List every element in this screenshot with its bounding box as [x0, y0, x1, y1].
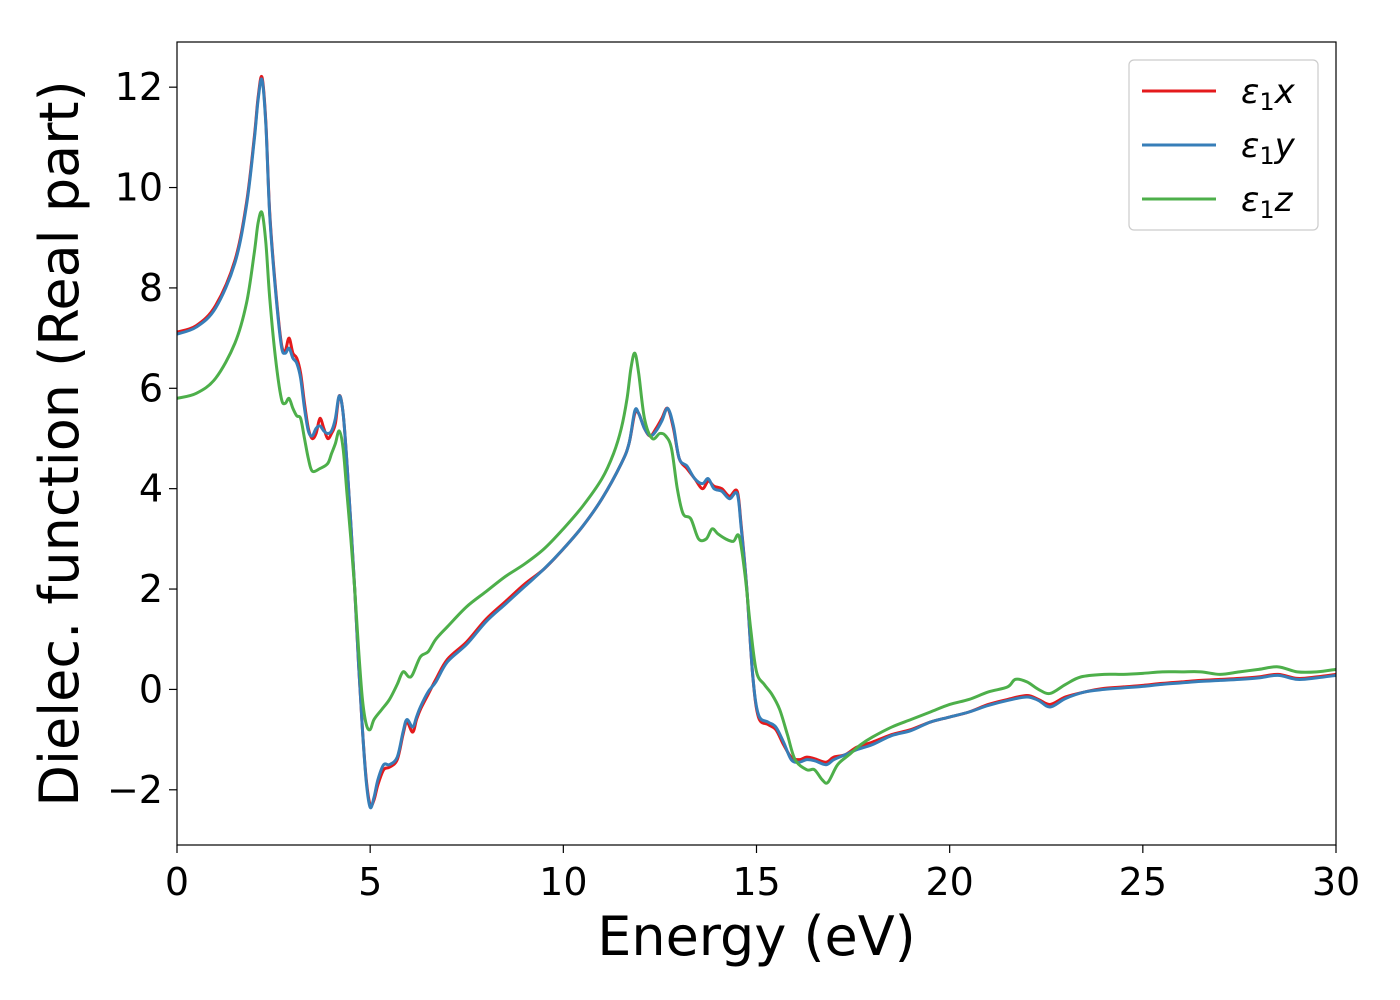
y-axis-title: Dielec. function (Real part)	[28, 80, 91, 806]
x-tick-label: 0	[165, 860, 189, 904]
x-tick-label: 10	[539, 860, 587, 904]
y-tick-label: 8	[139, 266, 163, 310]
legend-subscript: 1	[1259, 88, 1274, 116]
y-tick-label: 2	[139, 567, 163, 611]
x-tick-label: 15	[732, 860, 780, 904]
legend-box	[1128, 59, 1319, 231]
y-tick-label: 6	[139, 366, 163, 410]
legend-subscript: 1	[1259, 196, 1274, 224]
legend-epsilon: ε	[1241, 72, 1259, 112]
legend-epsilon: ε	[1241, 180, 1259, 220]
legend-epsilon: ε	[1241, 126, 1259, 166]
y-tick-label: 0	[139, 667, 163, 711]
legend-axis: y	[1274, 126, 1296, 166]
y-tick-label: −2	[107, 768, 163, 812]
series-line-y	[177, 77, 1336, 810]
legend-axis: z	[1274, 180, 1294, 220]
legend-axis: x	[1274, 72, 1296, 112]
x-tick-label: 25	[1119, 860, 1167, 904]
x-tick-label: 20	[925, 860, 973, 904]
legend-subscript: 1	[1259, 142, 1274, 170]
y-tick-label: 4	[139, 467, 163, 511]
x-tick-label: 30	[1312, 860, 1360, 904]
legend-label-y: ε1y	[1241, 126, 1296, 170]
legend-label-x: ε1x	[1241, 72, 1296, 116]
x-axis-ticks: 0 5 10 15 20 25 30	[165, 845, 1360, 904]
x-axis-title: Energy (eV)	[597, 905, 916, 968]
series-layer	[177, 74, 1336, 810]
y-axis-ticks: −2 0 2 4 6 8 10 12	[107, 65, 177, 812]
legend-label-z: ε1z	[1241, 180, 1294, 224]
y-tick-label: 10	[115, 166, 163, 210]
x-tick-label: 5	[358, 860, 382, 904]
y-tick-label: 12	[115, 65, 163, 109]
series-line-z	[177, 210, 1336, 785]
